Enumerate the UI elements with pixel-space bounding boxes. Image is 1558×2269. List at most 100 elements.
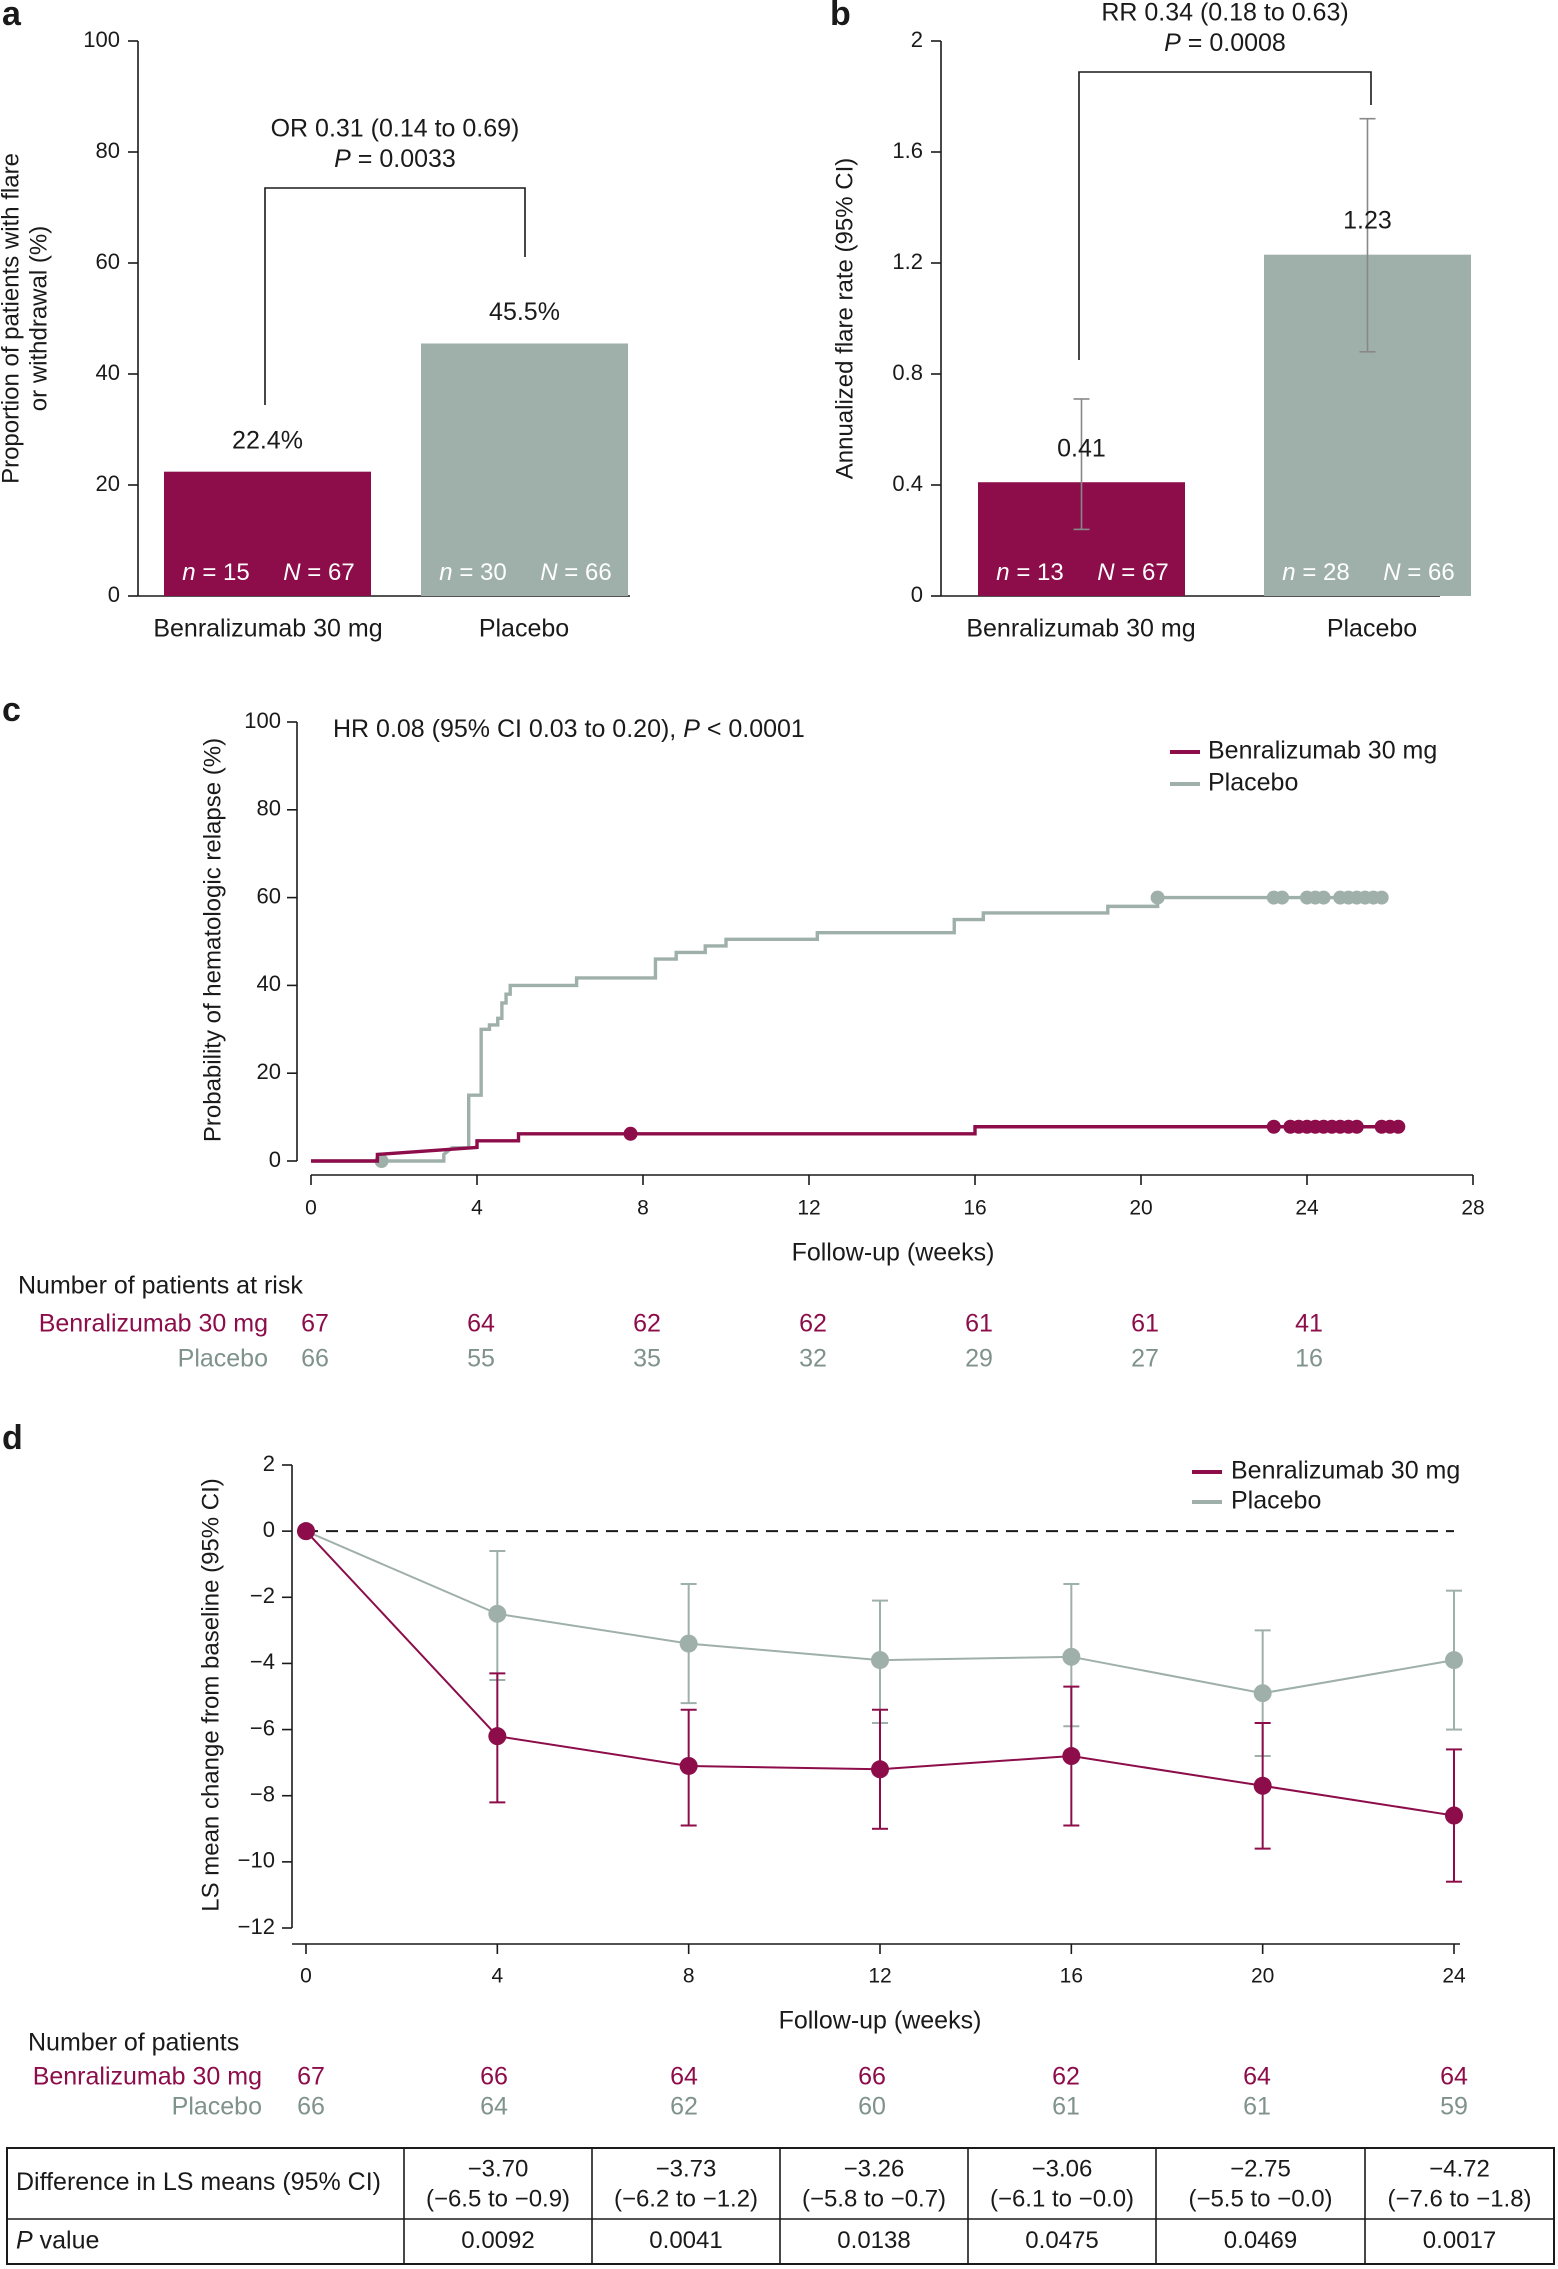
at-risk-value: 16 <box>1295 1345 1323 1373</box>
panel-label-c: c <box>2 691 21 729</box>
patients-value: 62 <box>1052 2063 1080 2091</box>
y-tick-label-d: −10 <box>238 1848 275 1873</box>
annotation-p-a: P = 0.0033 <box>334 145 456 173</box>
y-tick-label-d: −8 <box>250 1782 275 1807</box>
annotation-p-b: P = 0.0008 <box>1164 29 1286 57</box>
n-label-a: n = 15 <box>182 559 249 586</box>
y-tick-label-d: −2 <box>250 1583 275 1608</box>
mean-point-placebo <box>679 1634 698 1653</box>
bar-a-benralizumab <box>164 471 371 596</box>
patients-row-label: Benralizumab 30 mg <box>33 2063 262 2091</box>
y-axis-label-a: or withdrawal (%) <box>25 226 52 411</box>
n-label-b: n = 28 <box>1282 559 1349 586</box>
at-risk-row-label: Placebo <box>178 1345 268 1373</box>
bar-a-placebo <box>421 343 628 596</box>
y-axis-label-a: Proportion of patients with flare <box>0 153 24 484</box>
patients-value: 64 <box>1440 2063 1468 2091</box>
at-risk-value: 32 <box>799 1345 827 1373</box>
x-tick-label-c: 28 <box>1461 1197 1484 1220</box>
x-tick-label-c: 24 <box>1295 1197 1319 1220</box>
mean-point-benralizumab <box>488 1727 507 1746</box>
legend-label-c: Placebo <box>1208 769 1298 797</box>
x-tick-label-d: 12 <box>868 1965 891 1988</box>
y-tick-label-c: 20 <box>257 1059 281 1084</box>
panel-label-a: a <box>2 0 22 33</box>
x-tick-label-c: 8 <box>637 1197 649 1220</box>
hr-annotation-c: HR 0.08 (95% CI 0.03 to 0.20), P < 0.000… <box>333 715 805 743</box>
at-risk-value: 55 <box>467 1345 495 1373</box>
table-diff-estimate: −3.70 <box>468 2155 529 2182</box>
y-tick-label-d: −6 <box>250 1715 275 1740</box>
at-risk-value: 66 <box>301 1345 329 1373</box>
table-p-value: 0.0017 <box>1423 2227 1496 2254</box>
at-risk-value: 62 <box>799 1310 827 1338</box>
mean-point-benralizumab <box>1445 1806 1463 1825</box>
x-tick-label-d: 0 <box>300 1965 312 1988</box>
y-tick-label-b: 0 <box>911 582 923 607</box>
y-tick-label-d: 2 <box>263 1451 275 1476</box>
y-tick-label-b: 0.8 <box>892 360 923 385</box>
table-diff-ci: (−6.5 to −0.9) <box>426 2185 570 2212</box>
category-label-b: Placebo <box>1327 615 1417 643</box>
at-risk-value: 41 <box>1295 1310 1323 1338</box>
mean-point-benralizumab <box>871 1760 889 1779</box>
patients-value: 59 <box>1440 2093 1468 2121</box>
table-diff-estimate: −2.75 <box>1230 2155 1291 2182</box>
legend-label-c: Benralizumab 30 mg <box>1208 737 1437 765</box>
table-diff-ci: (−5.8 to −0.7) <box>802 2185 946 2212</box>
censor-mark-benralizumab <box>1391 1119 1406 1134</box>
table-p-value: 0.0475 <box>1025 2227 1098 2254</box>
censor-mark-benralizumab <box>1349 1119 1364 1134</box>
table-diff-estimate: −4.72 <box>1429 2155 1490 2182</box>
y-tick-label-a: 20 <box>96 471 120 496</box>
censor-mark-placebo <box>1150 890 1165 905</box>
patients-value: 64 <box>1243 2063 1271 2091</box>
censor-mark-placebo <box>1374 890 1389 905</box>
panel-label-b: b <box>830 0 851 33</box>
censor-mark-benralizumab <box>623 1126 638 1141</box>
x-axis-label-d: Follow-up (weeks) <box>779 2007 982 2035</box>
censor-mark-benralizumab <box>1266 1119 1281 1134</box>
legend-label-d: Placebo <box>1231 1487 1321 1515</box>
patients-value: 61 <box>1243 2093 1271 2121</box>
y-axis-label-d: LS mean change from baseline (95% CI) <box>197 1478 224 1912</box>
x-tick-label-c: 0 <box>305 1197 317 1220</box>
y-tick-label-c: 60 <box>257 883 281 908</box>
x-tick-label-c: 4 <box>471 1197 483 1220</box>
patients-value: 64 <box>480 2093 508 2121</box>
patients-value: 60 <box>858 2093 886 2121</box>
n-label-a: n = 30 <box>439 559 506 586</box>
patients-value: 66 <box>297 2093 325 2121</box>
km-line-benralizumab <box>311 1125 1399 1163</box>
table-p-value: 0.0469 <box>1224 2227 1297 2254</box>
patients-value: 67 <box>297 2063 325 2091</box>
x-tick-label-d: 16 <box>1060 1965 1083 1988</box>
table-diff-ci: (−5.5 to −0.0) <box>1188 2185 1332 2212</box>
N-label-b: N = 67 <box>1097 559 1168 586</box>
y-tick-label-d: −12 <box>238 1914 275 1939</box>
y-tick-label-a: 40 <box>96 360 120 385</box>
value-label-b: 1.23 <box>1343 207 1392 235</box>
mean-point-placebo <box>1062 1647 1081 1666</box>
y-tick-label-a: 80 <box>96 138 120 163</box>
y-axis-label-c: Probability of hematologic relapse (%) <box>199 738 226 1142</box>
mean-point-benralizumab <box>1253 1776 1272 1795</box>
at-risk-row-label: Benralizumab 30 mg <box>39 1310 268 1338</box>
at-risk-value: 29 <box>965 1345 993 1373</box>
y-tick-label-b: 1.6 <box>892 138 923 163</box>
table-diff-estimate: −3.06 <box>1032 2155 1093 2182</box>
at-risk-value: 61 <box>965 1310 993 1338</box>
mean-point-placebo <box>488 1604 507 1623</box>
table-row-label-difference: Difference in LS means (95% CI) <box>16 2168 381 2196</box>
table-diff-estimate: −3.73 <box>656 2155 717 2182</box>
y-tick-label-c: 100 <box>244 708 281 733</box>
category-label-a: Placebo <box>479 615 569 643</box>
at-risk-value: 64 <box>467 1310 495 1338</box>
table-p-value: 0.0092 <box>461 2227 534 2254</box>
patients-value: 66 <box>480 2063 508 2091</box>
x-axis-label-c: Follow-up (weeks) <box>792 1239 995 1267</box>
at-risk-header: Number of patients at risk <box>18 1272 303 1300</box>
at-risk-value: 67 <box>301 1310 329 1338</box>
mean-point-placebo <box>871 1651 889 1670</box>
